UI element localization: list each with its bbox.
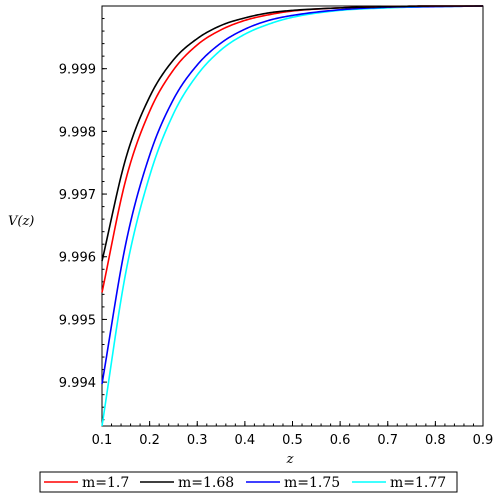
series-line-m-1-68 [101, 5, 483, 262]
ticks [101, 18, 484, 426]
y-axis-label: V(z) [8, 214, 34, 229]
legend-item-m-1-77: m=1.77 [352, 475, 446, 491]
x-tick-label: 0.5 [282, 433, 303, 448]
x-tick-label: 0.9 [473, 433, 494, 448]
legend: m=1.7 m=1.68 m=1.75 m=1.77 [39, 471, 458, 493]
x-axis-label: z [286, 452, 294, 467]
x-tick-labels: 0.1 0.2 0.3 0.4 0.5 0.6 0.7 0.8 0.9 [92, 433, 494, 448]
legend-label-m-1-7: m=1.7 [82, 475, 129, 491]
x-tick-label: 0.7 [377, 433, 398, 448]
legend-item-m-1-7: m=1.7 [44, 475, 129, 491]
legend-item-m-1-68: m=1.68 [140, 475, 234, 491]
series-lines [101, 5, 484, 427]
legend-label-m-1-77: m=1.77 [390, 475, 446, 491]
y-tick-label: 9.999 [59, 63, 96, 78]
y-tick-label: 9.997 [59, 188, 96, 203]
series-line-m-1-75 [101, 5, 484, 385]
y-tick-label: 9.995 [59, 313, 96, 328]
x-tick-label: 0.2 [139, 433, 160, 448]
y-tick-labels: 9.994 9.995 9.996 9.997 9.998 9.999 [59, 63, 96, 391]
y-tick-label: 9.996 [59, 251, 96, 266]
x-tick-label: 0.1 [92, 433, 113, 448]
x-tick-label: 0.4 [235, 433, 256, 448]
x-tick-label: 0.3 [187, 433, 208, 448]
plot-frame [101, 5, 484, 427]
y-tick-label: 9.994 [59, 376, 96, 391]
x-tick-label: 0.6 [330, 433, 351, 448]
legend-label-m-1-68: m=1.68 [178, 475, 234, 491]
legend-label-m-1-75: m=1.75 [284, 475, 340, 491]
legend-item-m-1-75: m=1.75 [246, 475, 340, 491]
y-tick-label: 9.998 [59, 125, 96, 140]
series-line-m-1-77 [101, 5, 484, 427]
x-tick-label: 0.8 [425, 433, 446, 448]
